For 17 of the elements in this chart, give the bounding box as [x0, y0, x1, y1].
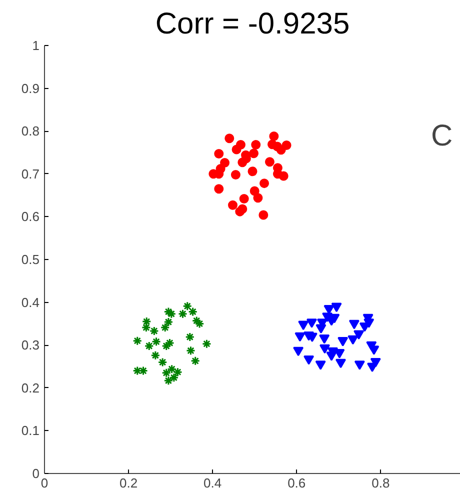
- y-tick-label: 0.4: [21, 294, 40, 310]
- y-tick-label: 0.3: [21, 338, 40, 353]
- y-tick-label: 0.9: [21, 80, 40, 96]
- y-tick-label: 0.7: [21, 166, 40, 182]
- x-tick-label: 0.8: [372, 476, 390, 490]
- x-tick-label: 0.2: [120, 476, 138, 490]
- y-tick-label: 1: [32, 38, 40, 53]
- y-tick-label: 0.2: [21, 380, 40, 396]
- annotation: C: [430, 120, 453, 152]
- chart-title: Corr = -0.9235: [155, 8, 350, 40]
- y-tick-label: 0.6: [21, 209, 40, 224]
- y-tick-label: 0: [32, 466, 40, 481]
- y-tick-label: 0.8: [21, 124, 40, 139]
- y-tick-label: 0.1: [21, 423, 40, 438]
- x-tick-label: 0.4: [204, 476, 222, 490]
- y-tick-label: 0.5: [21, 252, 40, 267]
- x-tick-label: 0.6: [288, 476, 306, 490]
